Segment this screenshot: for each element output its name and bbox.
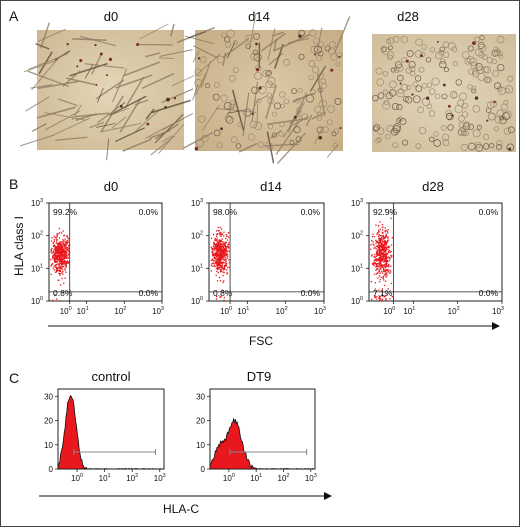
panel-c-letter: C xyxy=(9,370,19,386)
x-tick-label: 101 xyxy=(99,473,111,483)
y-tick-label: 20 xyxy=(196,417,205,426)
x-tick-label: 102 xyxy=(114,306,126,316)
x-tick-label: 102 xyxy=(276,306,288,316)
panel-a-title-d28: d28 xyxy=(397,9,419,24)
x-tick-label: 102 xyxy=(448,306,460,316)
histogram-curve xyxy=(210,419,315,469)
panel-b-title-d14: d14 xyxy=(260,179,282,194)
micrograph-d28 xyxy=(372,34,516,152)
y-tick-label: 103 xyxy=(351,198,363,208)
panel-c-xlabel: HLA-C xyxy=(163,502,199,516)
y-tick-label: 0 xyxy=(201,465,206,474)
y-tick-label: 102 xyxy=(191,231,203,241)
x-tick-label: 100 xyxy=(71,473,83,483)
histogram-control: 0 10 20 30 100 101 102 103 xyxy=(44,389,166,483)
panel-b-ylabel: HLA class I xyxy=(12,216,26,276)
y-tick-label: 10 xyxy=(44,441,53,450)
quadrant-lr: 0.0% xyxy=(301,288,321,298)
quadrant-ll: 7.1% xyxy=(373,288,393,298)
x-tick-label: 103 xyxy=(154,473,166,483)
quadrant-ur: 0.0% xyxy=(479,207,499,217)
y-tick-label: 0 xyxy=(49,465,54,474)
y-tick-label: 102 xyxy=(31,231,43,241)
x-tick-label: 100 xyxy=(60,306,72,316)
x-tick-label: 102 xyxy=(126,473,138,483)
flow-plot-d14: 98.0% 0.0% 0.8% 0.0% 100 101 102 103 100 101 102 10… xyxy=(191,198,326,316)
x-tick-label: 101 xyxy=(77,306,89,316)
x-tick-label: 101 xyxy=(403,306,415,316)
histogram-curve xyxy=(58,396,164,469)
micrograph-d14 xyxy=(177,13,350,164)
quadrant-ll: 0.8% xyxy=(53,288,73,298)
quadrant-ll: 0.8% xyxy=(213,288,233,298)
quadrant-lr: 0.0% xyxy=(479,288,499,298)
x-tick-label: 102 xyxy=(278,473,290,483)
y-tick-label: 30 xyxy=(196,392,205,401)
panel-a-letter: A xyxy=(9,8,19,24)
y-tick-label: 20 xyxy=(44,417,53,426)
panel-b-title-d0: d0 xyxy=(104,179,118,194)
quadrant-ul: 99.2% xyxy=(53,207,78,217)
flow-plot-d28: 92.9% 0.0% 7.1% 0.0% 100 101 102 103 100 101 102 10… xyxy=(351,198,504,316)
x-tick-label: 100 xyxy=(220,306,232,316)
y-tick-label: 100 xyxy=(191,296,203,306)
histogram-dt9: 0 10 20 30 100 101 102 103 xyxy=(196,389,317,483)
y-tick-label: 103 xyxy=(31,198,43,208)
y-tick-label: 101 xyxy=(31,263,43,273)
y-tick-label: 101 xyxy=(191,263,203,273)
x-tick-label: 103 xyxy=(492,306,504,316)
x-tick-label: 101 xyxy=(250,473,262,483)
y-tick-label: 102 xyxy=(351,231,363,241)
flow-plot-d0: 99.2% 0.0% 0.8% 0.0% 100 101 102 103 100 101 102 10… xyxy=(31,198,164,316)
x-tick-label: 100 xyxy=(223,473,235,483)
y-tick-label: 10 xyxy=(196,441,205,450)
y-tick-label: 30 xyxy=(44,392,53,401)
panel-c-title-control: control xyxy=(91,369,130,384)
quadrant-ur: 0.0% xyxy=(139,207,159,217)
quadrant-lr: 0.0% xyxy=(139,288,159,298)
x-tick-label: 103 xyxy=(305,473,317,483)
y-tick-label: 100 xyxy=(351,296,363,306)
panel-b-xlabel: FSC xyxy=(249,334,273,348)
x-tick-label: 100 xyxy=(383,306,395,316)
x-tick-label: 103 xyxy=(314,306,326,316)
panel-a-title-d14: d14 xyxy=(248,9,270,24)
quadrant-ul: 98.0% xyxy=(213,207,238,217)
panel-b-title-d28: d28 xyxy=(422,179,444,194)
x-tick-label: 101 xyxy=(237,306,249,316)
panel-c-title-dt9: DT9 xyxy=(247,369,272,384)
quadrant-ul: 92.9% xyxy=(373,207,398,217)
y-tick-label: 100 xyxy=(31,296,43,306)
y-tick-label: 103 xyxy=(191,198,203,208)
x-tick-label: 103 xyxy=(152,306,164,316)
y-tick-label: 101 xyxy=(351,263,363,273)
quadrant-ur: 0.0% xyxy=(301,207,321,217)
panel-b-letter: B xyxy=(9,176,18,192)
panel-a-title-d0: d0 xyxy=(104,9,118,24)
micrograph-d0 xyxy=(20,23,194,161)
